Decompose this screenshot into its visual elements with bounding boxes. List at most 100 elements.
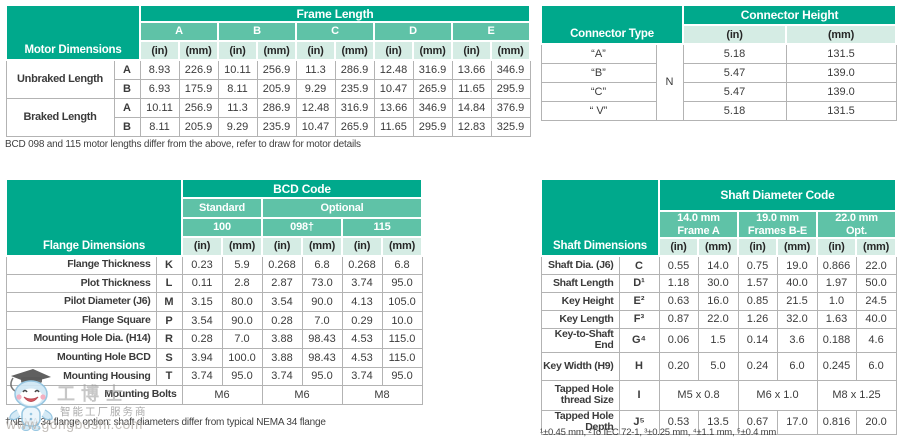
value-cell: 346.9	[412, 97, 453, 118]
group-header-cell: 19.0 mm Frames B-E	[737, 209, 818, 240]
value-cell: M6	[261, 385, 343, 405]
value-cell: “C”	[540, 81, 657, 102]
value-cell: 40.0	[776, 273, 818, 293]
value-cell: 6.0	[776, 351, 818, 381]
symbol-cell: A	[113, 97, 141, 118]
value-cell: 0.866	[816, 255, 857, 275]
value-cell: 105.0	[381, 292, 423, 312]
value-cell: 22.0	[855, 255, 897, 275]
value-cell: “A”	[540, 43, 657, 64]
unit-header-cell: (mm)	[776, 237, 818, 258]
value-cell: 12.48	[295, 97, 336, 118]
value-cell: 1.97	[816, 273, 857, 293]
value-cell: 0.06	[658, 327, 699, 353]
value-cell: 286.9	[334, 59, 375, 80]
value-cell: 6.93	[139, 78, 180, 99]
symbol-cell: K	[155, 255, 183, 275]
value-cell: 0.268	[341, 255, 383, 275]
group-header-cell: D	[373, 21, 453, 42]
row-label-cell: Unbraked Length	[5, 59, 115, 99]
value-cell: 17.0	[776, 409, 818, 435]
symbol-cell: G⁴	[618, 327, 660, 353]
value-cell: 376.9	[490, 97, 531, 118]
value-cell: 265.9	[412, 78, 453, 99]
value-cell: 0.188	[816, 327, 857, 353]
value-cell: 1.0	[816, 291, 857, 311]
value-cell: 5.9	[221, 255, 263, 275]
table-title-cell: Shaft Diameter Code	[657, 178, 898, 212]
unit-header-cell: (mm)	[412, 40, 453, 61]
value-cell: 235.9	[256, 116, 297, 137]
value-cell: 0.24	[737, 351, 778, 381]
symbol-cell: R	[155, 329, 183, 350]
value-cell: 10.47	[373, 78, 414, 99]
symbol-cell: A	[113, 59, 141, 80]
value-cell: 80.0	[221, 292, 263, 312]
symbol-cell: C	[618, 255, 660, 275]
value-cell: 295.9	[412, 116, 453, 137]
corner-header-cell: Flange Dimensions	[4, 178, 184, 257]
value-cell: 325.9	[490, 116, 531, 137]
value-cell: 5.47	[682, 62, 787, 83]
value-cell: 9.29	[217, 116, 258, 137]
unit-header-cell: (in)	[816, 237, 857, 258]
value-cell: 2.8	[221, 273, 263, 294]
value-cell: 10.11	[139, 97, 180, 118]
value-cell: 4.13	[341, 292, 383, 312]
value-cell: 13.66	[373, 97, 414, 118]
value-cell: 98.43	[301, 329, 343, 350]
value-cell: 0.245	[816, 351, 857, 381]
unit-header-cell: (mm)	[697, 237, 739, 258]
value-cell: 11.3	[295, 59, 336, 80]
value-cell: 40.0	[855, 309, 897, 329]
table-title-cell: BCD Code	[181, 178, 424, 199]
symbol-cell: H	[618, 351, 660, 381]
unit-header-cell: (mm)	[785, 24, 898, 45]
table-title-cell: Frame Length	[138, 4, 532, 23]
group-header-cell: A	[139, 21, 219, 42]
value-cell: 98.43	[301, 348, 343, 368]
value-cell: 50.0	[855, 273, 897, 293]
value-cell: 32.0	[776, 309, 818, 329]
value-cell: 0.28	[261, 310, 303, 331]
value-cell: 0.20	[658, 351, 699, 381]
value-cell: 3.74	[341, 366, 383, 387]
value-cell: 0.23	[181, 255, 223, 275]
symbol-cell: S	[155, 348, 183, 368]
symbol-cell: L	[155, 273, 183, 294]
group-header-cell: 100	[181, 217, 264, 238]
group-header-cell: 14.0 mm Frame A	[658, 209, 739, 240]
value-cell: 22.0	[697, 309, 739, 329]
value-cell: 8.11	[139, 116, 180, 137]
value-cell: 235.9	[334, 78, 375, 99]
value-cell: 8.93	[139, 59, 180, 80]
value-cell: 3.88	[261, 348, 303, 368]
value-cell: 95.0	[301, 366, 343, 387]
group-header-cell: 115	[341, 217, 424, 238]
row-label-cell: Key Height	[540, 291, 620, 311]
row-label-cell: Shaft Length	[540, 273, 620, 293]
unit-header-cell: (in)	[217, 40, 258, 61]
value-cell: 265.9	[334, 116, 375, 137]
value-cell: 10.47	[295, 116, 336, 137]
value-cell: 11.3	[217, 97, 258, 118]
frame-length-table: Motor Dimensions Frame Length A B C D E (in) (mm…	[5, 4, 532, 137]
group-header-cell: C	[295, 21, 375, 42]
value-cell: 0.53	[658, 409, 699, 435]
unit-header-cell: (mm)	[489, 40, 532, 61]
value-cell: 13.66	[451, 59, 492, 80]
value-cell: 0.11	[181, 273, 223, 294]
value-cell: 24.5	[855, 291, 897, 311]
row-label-cell: Key Length	[540, 309, 620, 329]
value-cell: 0.87	[658, 309, 699, 329]
value-cell: 90.0	[301, 292, 343, 312]
value-cell: “B”	[540, 62, 657, 83]
unit-header-cell: (mm)	[854, 237, 898, 258]
value-cell: 5.47	[682, 81, 787, 102]
value-cell: 5.0	[697, 351, 739, 381]
unit-header-cell: (in)	[181, 236, 224, 257]
value-cell: 10.0	[381, 310, 423, 331]
group-header-cell: Standard	[181, 197, 264, 219]
value-cell: 205.9	[178, 116, 219, 137]
